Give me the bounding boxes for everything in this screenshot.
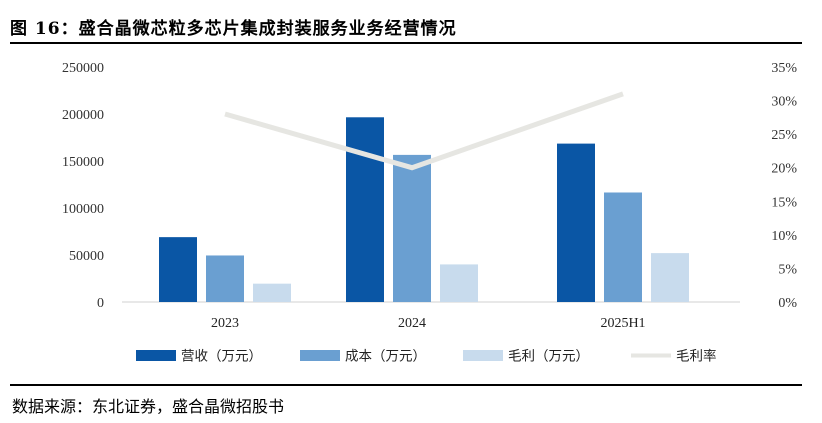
left-tick-label: 250000 xyxy=(62,61,104,76)
legend-swatch xyxy=(136,350,176,361)
source-rule xyxy=(10,384,802,386)
bar xyxy=(393,154,431,302)
right-tick-label: 15% xyxy=(771,195,797,210)
legend-label: 营收（万元） xyxy=(181,349,262,365)
legend-swatch xyxy=(300,350,340,361)
right-tick-label: 0% xyxy=(778,296,797,311)
right-axis: 0% 5% 10% 15% 20% 25% 30% 35% xyxy=(771,61,797,311)
legend-label: 毛利（万元） xyxy=(508,349,589,365)
series-line xyxy=(224,91,624,171)
bar xyxy=(604,192,642,302)
category-label: 2025H1 xyxy=(600,316,645,331)
bar xyxy=(440,264,478,302)
bar xyxy=(557,143,595,302)
category-labels: 2023 2024 2025H1 xyxy=(211,316,646,331)
right-tick-label: 5% xyxy=(778,262,797,277)
right-tick-label: 10% xyxy=(771,229,797,244)
bar xyxy=(206,255,244,302)
lines xyxy=(224,91,624,171)
bars xyxy=(122,117,740,303)
left-tick-label: 100000 xyxy=(62,202,104,217)
left-tick-label: 50000 xyxy=(69,249,104,264)
bar xyxy=(159,237,197,302)
right-tick-label: 20% xyxy=(771,162,797,177)
category-label: 2024 xyxy=(398,316,426,331)
legend-swatch xyxy=(463,350,503,361)
figure-title: 图 16：盛合晶微芯粒多芯片集成封装服务业务经营情况 xyxy=(10,19,457,39)
bar xyxy=(651,253,689,302)
legend: 营收（万元） 成本（万元） 毛利（万元） 毛利率 xyxy=(136,348,717,365)
left-axis: 0 50000 100000 150000 200000 250000 xyxy=(62,61,104,311)
right-tick-label: 35% xyxy=(771,61,797,76)
right-tick-label: 30% xyxy=(771,95,797,110)
left-tick-label: 200000 xyxy=(62,108,104,123)
source-note: 数据来源：东北证券，盛合晶微招股书 xyxy=(12,397,285,416)
bar xyxy=(346,117,384,302)
left-tick-label: 150000 xyxy=(62,155,104,170)
bar xyxy=(253,283,291,302)
title-rule xyxy=(10,42,802,44)
legend-label: 毛利率 xyxy=(676,348,717,365)
category-label: 2023 xyxy=(211,316,239,331)
right-tick-label: 25% xyxy=(771,128,797,143)
left-tick-label: 0 xyxy=(97,296,104,311)
legend-label: 成本（万元） xyxy=(345,349,426,365)
